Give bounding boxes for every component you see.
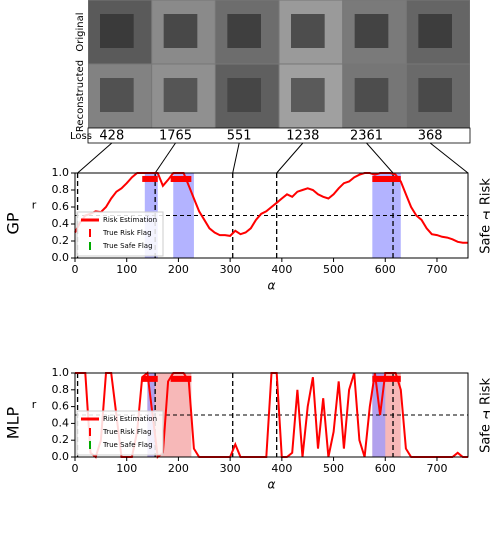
x-tick-label: 600	[375, 462, 396, 475]
legend: Risk Estimation True Risk Flag True Safe F…	[76, 410, 164, 456]
safe-label: Safe	[479, 424, 494, 453]
row-label: Original	[75, 12, 86, 51]
loss-value: 428	[99, 129, 124, 144]
loss-box	[87, 127, 471, 144]
plot-frame	[74, 172, 469, 259]
image-detail	[100, 14, 134, 48]
x-tick-label: 200	[168, 462, 189, 475]
legend-label: True Risk Flag	[102, 229, 152, 237]
image-detail	[291, 78, 325, 112]
x-tick-label: 100	[116, 462, 137, 475]
legend-label: True Safe Flag	[102, 441, 153, 449]
legend-label: True Risk Flag	[102, 428, 152, 436]
plot-frame	[74, 372, 469, 458]
link-line	[154, 142, 176, 174]
link-line	[232, 142, 240, 174]
loss-value: 551	[227, 129, 252, 144]
image-detail	[227, 78, 261, 112]
x-tick-label: 500	[323, 263, 344, 276]
tau-label: τ	[482, 408, 490, 423]
legend-label: True Safe Flag	[102, 242, 153, 250]
y-tick-label: 0.0	[52, 251, 70, 264]
y-label: r	[32, 198, 37, 211]
loss-value: 2361	[350, 129, 383, 144]
y-tick-label: 0.0	[52, 450, 70, 463]
legend-label: Risk Estimation	[103, 415, 157, 423]
image-detail	[418, 78, 452, 112]
x-tick-label: 100	[116, 263, 137, 276]
y-tick-label: 0.8	[52, 383, 70, 396]
image-detail	[291, 14, 325, 48]
y-tick-label: 1.0	[52, 166, 70, 179]
x-tick-label: 300	[220, 263, 241, 276]
y-tick-label: 0.2	[52, 433, 70, 446]
image-grid	[88, 0, 470, 128]
image-detail	[163, 78, 198, 112]
link-line	[276, 142, 304, 174]
image-strip	[87, 0, 471, 144]
x-tick-label: 400	[271, 263, 292, 276]
legend-label: Risk Estimation	[103, 216, 157, 224]
x-tick-label: 700	[426, 462, 447, 475]
legend: Risk Estimation True Risk Flag True Safe F…	[76, 211, 164, 257]
y-tick-label: 0.8	[52, 183, 70, 196]
x-tick-label: 0	[72, 462, 79, 475]
loss-value: 1765	[159, 129, 192, 144]
loss-label: Loss	[70, 131, 92, 142]
image-detail	[354, 78, 389, 112]
x-label: α	[268, 279, 276, 293]
image-detail	[418, 14, 452, 48]
image-detail	[227, 14, 261, 48]
x-tick-label: 200	[168, 263, 189, 276]
x-tick-label: 0	[72, 263, 79, 276]
risk-label: Risk	[479, 378, 494, 405]
image-detail	[163, 14, 198, 48]
loss-value: 1238	[286, 129, 319, 144]
link-line	[366, 142, 394, 174]
model-label: MLP	[4, 406, 23, 439]
y-tick-label: 1.0	[52, 366, 70, 379]
x-tick-label: 400	[271, 462, 292, 475]
y-tick-label: 0.6	[52, 200, 70, 213]
image-detail	[354, 14, 389, 48]
loss-value: 368	[418, 129, 443, 144]
chart-1: 0.0 0.2 0.4 0.6 0.8 1.0 0 100 200 300 400 500 600 700…	[4, 366, 494, 492]
y-tick-label: 0.4	[52, 416, 70, 429]
x-tick-label: 700	[426, 263, 447, 276]
link-line	[429, 142, 469, 174]
x-tick-label: 300	[220, 462, 241, 475]
link-line	[77, 142, 113, 174]
y-label: r	[32, 398, 37, 411]
risk-label: Risk	[479, 178, 494, 205]
x-tick-label: 600	[375, 263, 396, 276]
x-tick-label: 500	[323, 462, 344, 475]
x-label: α	[268, 478, 276, 492]
y-tick-label: 0.6	[52, 400, 70, 413]
chart-0: 0.0 0.2 0.4 0.6 0.8 1.0 0 100 200 300 400 500 600 700…	[4, 166, 494, 293]
y-tick-label: 0.4	[52, 217, 70, 230]
image-detail	[100, 78, 134, 112]
safe-label: Safe	[479, 225, 494, 254]
row-label: Reconstructed	[75, 60, 86, 132]
model-label: GP	[4, 212, 23, 234]
tau-label: τ	[482, 208, 490, 223]
y-tick-label: 0.2	[52, 234, 70, 247]
